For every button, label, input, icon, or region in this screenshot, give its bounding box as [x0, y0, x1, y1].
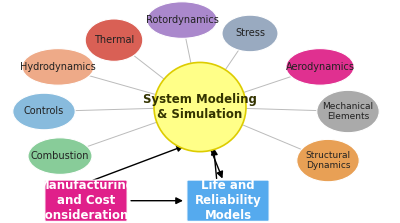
FancyBboxPatch shape	[187, 180, 269, 221]
Text: Rotordynamics: Rotordynamics	[146, 15, 218, 25]
Text: Controls: Controls	[24, 107, 64, 116]
Ellipse shape	[85, 19, 143, 61]
Ellipse shape	[28, 138, 92, 174]
Ellipse shape	[317, 90, 379, 133]
Ellipse shape	[147, 2, 217, 38]
Ellipse shape	[297, 139, 359, 182]
Ellipse shape	[222, 15, 278, 52]
Ellipse shape	[22, 49, 94, 85]
Text: Aerodynamics: Aerodynamics	[286, 62, 354, 72]
Ellipse shape	[13, 93, 75, 130]
Text: Thermal: Thermal	[94, 35, 134, 45]
Text: Manufacturing
and Cost
Considerations: Manufacturing and Cost Considerations	[36, 179, 136, 222]
Text: Structural
Dynamics: Structural Dynamics	[306, 151, 350, 170]
Ellipse shape	[154, 62, 246, 152]
Text: System Modeling
& Simulation: System Modeling & Simulation	[143, 93, 257, 121]
Text: Mechanical
Elements: Mechanical Elements	[322, 102, 374, 121]
Ellipse shape	[286, 49, 354, 85]
FancyBboxPatch shape	[45, 180, 127, 221]
Text: Stress: Stress	[235, 29, 265, 38]
Text: Life and
Reliability
Models: Life and Reliability Models	[195, 179, 261, 222]
Text: Combustion: Combustion	[31, 151, 89, 161]
Text: Hydrodynamics: Hydrodynamics	[20, 62, 96, 72]
